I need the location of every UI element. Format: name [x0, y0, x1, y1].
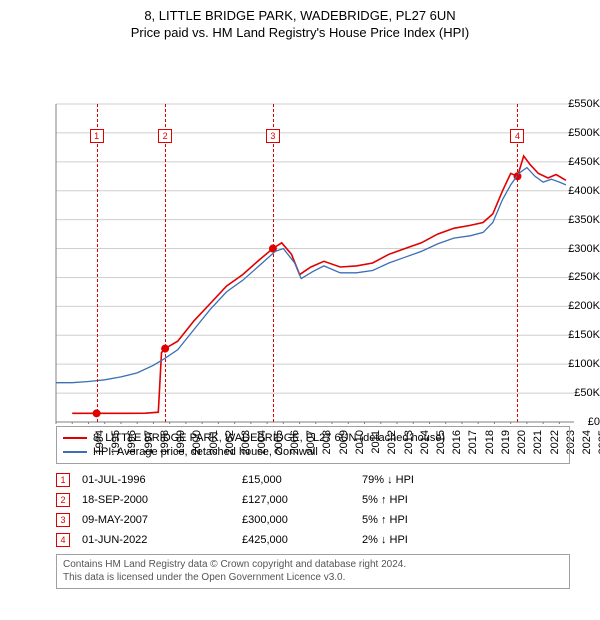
callout-box: 2 [158, 129, 172, 143]
footer-attribution: Contains HM Land Registry data © Crown c… [56, 554, 570, 589]
chart-titles: 8, LITTLE BRIDGE PARK, WADEBRIDGE, PL27 … [0, 0, 600, 40]
y-tick-label: £550K [550, 98, 600, 110]
table-marker-box: 2 [56, 493, 70, 507]
table-marker-box: 3 [56, 513, 70, 527]
table-delta: 2% ↓ HPI [362, 534, 482, 546]
y-tick-label: £500K [550, 127, 600, 139]
table-price: £15,000 [242, 474, 362, 486]
table-date: 18-SEP-2000 [82, 494, 242, 506]
table-delta: 5% ↑ HPI [362, 494, 482, 506]
y-tick-label: £50K [550, 387, 600, 399]
table-price: £127,000 [242, 494, 362, 506]
callout-box: 3 [266, 129, 280, 143]
table-price: £300,000 [242, 514, 362, 526]
y-tick-label: £150K [550, 329, 600, 341]
table-marker-box: 1 [56, 473, 70, 487]
table-delta: 5% ↑ HPI [362, 514, 482, 526]
callout-rule [97, 104, 98, 422]
footer-line-1: Contains HM Land Registry data © Crown c… [63, 559, 563, 572]
table-row: 3 09-MAY-2007£300,0005% ↑ HPI [56, 510, 570, 530]
footer-line-2: This data is licensed under the Open Gov… [63, 572, 563, 585]
x-tick-label: 2024 [581, 430, 593, 470]
table-row: 2 18-SEP-2000£127,0005% ↑ HPI [56, 490, 570, 510]
chart-area: £0£50K£100K£150K£200K£250K£300K£350K£400… [0, 46, 600, 420]
y-tick-label: £400K [550, 185, 600, 197]
y-tick-label: £100K [550, 358, 600, 370]
title-main: 8, LITTLE BRIDGE PARK, WADEBRIDGE, PL27 … [0, 8, 600, 23]
legend-label: 8, LITTLE BRIDGE PARK, WADEBRIDGE, PL27 … [93, 432, 445, 444]
callout-rule [165, 104, 166, 422]
callout-rule [273, 104, 274, 422]
sales-table: 1 01-JUL-1996£15,00079% ↓ HPI 2 18-SEP-2000… [56, 470, 570, 550]
table-row: 1 01-JUL-1996£15,00079% ↓ HPI [56, 470, 570, 490]
table-date: 09-MAY-2007 [82, 514, 242, 526]
table-date: 01-JUL-1996 [82, 474, 242, 486]
legend-item: HPI: Average price, detached house, Corn… [63, 445, 563, 459]
legend-item: 8, LITTLE BRIDGE PARK, WADEBRIDGE, PL27 … [63, 431, 563, 445]
table-date: 01-JUN-2022 [82, 534, 242, 546]
table-price: £425,000 [242, 534, 362, 546]
series-property [72, 156, 566, 413]
title-sub: Price paid vs. HM Land Registry's House … [0, 25, 600, 40]
legend-swatch [63, 437, 87, 439]
series-hpi [56, 168, 566, 383]
y-tick-label: £350K [550, 214, 600, 226]
y-tick-label: £200K [550, 300, 600, 312]
table-row: 4 01-JUN-2022£425,0002% ↓ HPI [56, 530, 570, 550]
y-tick-label: £300K [550, 243, 600, 255]
callout-box: 4 [510, 129, 524, 143]
y-tick-label: £250K [550, 271, 600, 283]
callout-rule [517, 104, 518, 422]
legend: 8, LITTLE BRIDGE PARK, WADEBRIDGE, PL27 … [56, 426, 570, 464]
callout-box: 1 [90, 129, 104, 143]
table-marker-box: 4 [56, 533, 70, 547]
table-delta: 79% ↓ HPI [362, 474, 482, 486]
chart-svg [0, 46, 600, 424]
y-tick-label: £450K [550, 156, 600, 168]
legend-swatch [63, 451, 87, 453]
legend-label: HPI: Average price, detached house, Corn… [93, 446, 318, 458]
